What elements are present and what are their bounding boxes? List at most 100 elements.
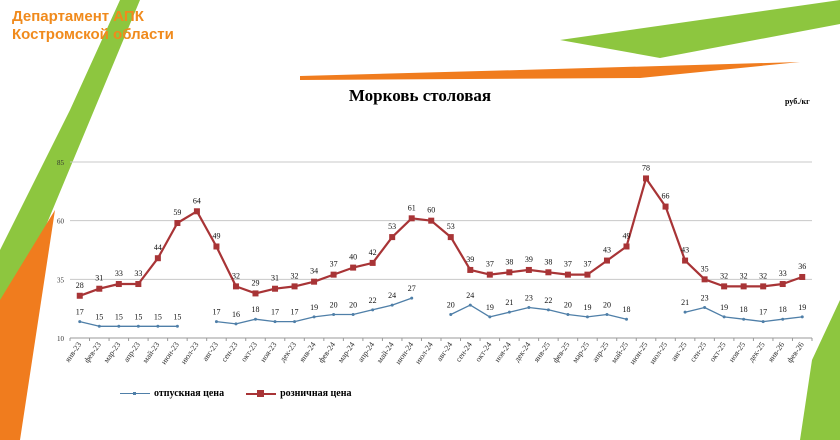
data-label-retail: 32 [291,271,299,280]
x-tick-label: июл-24 [413,340,435,365]
legend-label-retail: розничная цена [280,388,352,399]
data-point-wholesale [605,313,609,317]
data-point-retail [447,234,454,241]
x-tick-label: окт-25 [708,340,728,363]
data-point-retail [96,285,103,292]
data-point-retail [252,290,259,297]
y-tick-label: 35 [57,276,65,284]
data-label-wholesale: 17 [759,308,767,317]
data-point-wholesale [293,320,297,324]
data-label-wholesale: 15 [115,312,123,321]
data-point-wholesale [390,303,394,307]
data-point-retail [311,278,318,285]
data-label-wholesale: 27 [408,284,416,293]
data-label-wholesale: 22 [369,296,377,305]
data-label-retail: 44 [154,243,162,252]
x-tick-label: июн-23 [159,340,181,366]
x-tick-label: мар-25 [570,340,591,364]
x-tick-label: ноя-25 [727,340,747,364]
data-label-wholesale: 20 [603,301,611,310]
legend-item-wholesale: отпускная цена [120,388,224,399]
green-top-stripe [560,0,840,58]
data-point-retail [369,259,376,266]
unit-label: руб./кг [785,97,810,106]
data-label-wholesale: 19 [798,303,806,312]
data-point-retail [721,283,728,290]
data-point-wholesale [527,305,531,309]
data-point-wholesale [488,315,492,319]
data-point-wholesale [625,317,628,321]
organization-line-1: Департамент АПК [12,8,144,25]
data-point-wholesale [761,320,765,324]
series-line-wholesale [79,320,178,327]
y-tick-label: 60 [57,218,65,226]
x-tick-label: апр-25 [590,340,610,364]
data-point-retail [135,281,142,288]
data-label-retail: 49 [212,231,220,240]
data-point-retail [330,271,337,278]
x-tick-label: фев-24 [317,340,338,364]
data-label-wholesale: 15 [173,312,181,321]
data-label-wholesale: 19 [486,303,494,312]
x-tick-label: ноя-23 [258,340,278,364]
data-label-retail: 37 [330,260,338,269]
data-point-retail [467,266,474,273]
data-label-wholesale: 22 [544,296,552,305]
data-point-wholesale [800,315,804,319]
data-label-retail: 64 [193,196,201,205]
data-point-wholesale [273,320,277,324]
data-point-retail [232,283,239,290]
data-point-retail [545,269,552,276]
data-point-retail [799,273,806,280]
data-label-retail: 32 [759,271,767,280]
x-tick-label: янв-25 [532,340,552,364]
data-label-wholesale: 19 [583,303,591,312]
data-label-retail: 53 [447,222,455,231]
x-tick-label: дек-24 [512,340,532,363]
data-point-retail [350,264,357,271]
data-label-wholesale: 17 [271,308,279,317]
data-label-retail: 49 [623,231,631,240]
data-point-wholesale [156,324,160,328]
data-label-wholesale: 15 [134,312,142,321]
series-line-wholesale [450,304,627,320]
data-label-wholesale: 20 [349,301,357,310]
data-point-retail [603,257,610,264]
x-tick-label: янв-23 [63,340,83,364]
x-tick-label: фев-26 [785,340,806,364]
x-tick-label: сен-23 [219,340,239,363]
data-label-retail: 42 [369,248,377,257]
data-label-retail: 59 [173,208,181,217]
data-point-retail [584,271,591,278]
data-point-wholesale [468,303,472,307]
legend-swatch-retail [246,389,277,399]
data-point-retail [408,215,415,222]
data-point-wholesale [585,315,589,319]
data-point-wholesale [703,305,707,309]
data-point-wholesale [312,315,316,319]
x-tick-label: июн-25 [628,340,650,366]
organization-line-2: Костромской области [12,26,174,43]
data-point-wholesale [136,324,140,328]
data-label-retail: 31 [95,274,103,283]
data-label-retail: 43 [603,246,611,255]
x-tick-label: дек-25 [747,340,767,363]
data-point-wholesale [234,322,238,326]
green-left-stripe [0,0,140,440]
data-label-wholesale: 17 [291,308,299,317]
data-point-retail [115,281,122,288]
data-label-retail: 37 [564,260,572,269]
chart-title: Морковь столовая [348,86,492,105]
data-label-wholesale: 23 [701,293,709,302]
data-label-retail: 40 [349,253,357,262]
data-label-retail: 33 [134,269,142,278]
data-point-retail [428,217,435,224]
y-tick-label: 10 [57,335,65,343]
data-point-wholesale [566,313,570,317]
data-label-retail: 33 [115,269,123,278]
data-label-retail: 61 [408,203,416,212]
data-point-retail [174,220,181,227]
data-label-retail: 33 [779,269,787,278]
